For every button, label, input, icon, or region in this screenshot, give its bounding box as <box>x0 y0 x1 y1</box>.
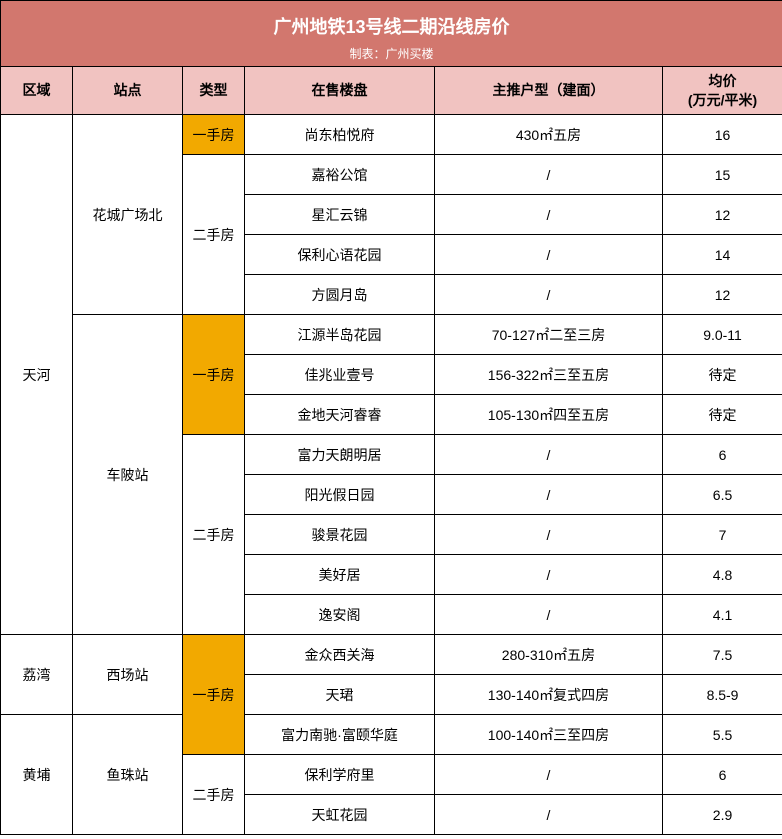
cell-unit: / <box>435 475 663 515</box>
table-body: 天河花城广场北一手房尚东柏悦府430㎡五房16二手房嘉裕公馆/15星汇云锦/12… <box>1 115 782 835</box>
cell-station: 花城广场北 <box>73 115 183 315</box>
col-area: 区域 <box>1 67 73 115</box>
table-subtitle: 制表：广州买楼 <box>1 45 782 67</box>
cell-station: 鱼珠站 <box>73 715 183 835</box>
cell-unit: / <box>435 755 663 795</box>
cell-price: 14 <box>663 235 782 275</box>
cell-unit: / <box>435 595 663 635</box>
col-station: 站点 <box>73 67 183 115</box>
cell-project: 尚东柏悦府 <box>245 115 435 155</box>
subtitle-row: 制表：广州买楼 <box>1 45 782 67</box>
cell-unit: / <box>435 515 663 555</box>
cell-project: 骏景花园 <box>245 515 435 555</box>
cell-price: 9.0-11 <box>663 315 782 355</box>
cell-station: 西场站 <box>73 635 183 715</box>
cell-project: 金地天河睿睿 <box>245 395 435 435</box>
cell-unit: / <box>435 235 663 275</box>
cell-project: 金众西关海 <box>245 635 435 675</box>
cell-price: 6.5 <box>663 475 782 515</box>
col-unit: 主推户型（建面） <box>435 67 663 115</box>
cell-project: 天珺 <box>245 675 435 715</box>
cell-project: 逸安阁 <box>245 595 435 635</box>
table-row: 天河花城广场北一手房尚东柏悦府430㎡五房16 <box>1 115 782 155</box>
header-row: 区域 站点 类型 在售楼盘 主推户型（建面） 均价(万元/平米) <box>1 67 782 115</box>
cell-unit: / <box>435 155 663 195</box>
cell-price: 6 <box>663 435 782 475</box>
cell-unit: 105-130㎡四至五房 <box>435 395 663 435</box>
cell-unit: 280-310㎡五房 <box>435 635 663 675</box>
cell-type: 二手房 <box>183 435 245 635</box>
cell-unit: / <box>435 435 663 475</box>
col-type: 类型 <box>183 67 245 115</box>
cell-price: 8.5-9 <box>663 675 782 715</box>
cell-unit: 130-140㎡复式四房 <box>435 675 663 715</box>
cell-station: 车陂站 <box>73 315 183 635</box>
cell-price: 4.8 <box>663 555 782 595</box>
table-row: 黄埔鱼珠站富力南驰·富颐华庭100-140㎡三至四房5.5 <box>1 715 782 755</box>
col-price: 均价(万元/平米) <box>663 67 782 115</box>
cell-unit: / <box>435 195 663 235</box>
cell-price: 12 <box>663 195 782 235</box>
cell-project: 天虹花园 <box>245 795 435 835</box>
cell-price: 16 <box>663 115 782 155</box>
cell-project: 美好居 <box>245 555 435 595</box>
cell-type: 一手房 <box>183 115 245 155</box>
cell-project: 富力南驰·富颐华庭 <box>245 715 435 755</box>
price-table: 广州地铁13号线二期沿线房价 制表：广州买楼 区域 站点 类型 在售楼盘 主推户… <box>0 0 782 835</box>
cell-area: 黄埔 <box>1 715 73 835</box>
title-row: 广州地铁13号线二期沿线房价 <box>1 1 782 45</box>
cell-price: 7.5 <box>663 635 782 675</box>
cell-unit: 156-322㎡三至五房 <box>435 355 663 395</box>
col-project: 在售楼盘 <box>245 67 435 115</box>
cell-type: 一手房 <box>183 315 245 435</box>
cell-unit: 100-140㎡三至四房 <box>435 715 663 755</box>
cell-unit: / <box>435 555 663 595</box>
cell-project: 富力天朗明居 <box>245 435 435 475</box>
cell-unit: 70-127㎡二至三房 <box>435 315 663 355</box>
cell-price: 7 <box>663 515 782 555</box>
cell-type: 二手房 <box>183 155 245 315</box>
cell-project: 保利学府里 <box>245 755 435 795</box>
cell-unit: 430㎡五房 <box>435 115 663 155</box>
cell-project: 江源半岛花园 <box>245 315 435 355</box>
table-row: 荔湾西场站一手房金众西关海280-310㎡五房7.5 <box>1 635 782 675</box>
cell-price: 2.9 <box>663 795 782 835</box>
cell-price: 待定 <box>663 395 782 435</box>
cell-project: 保利心语花园 <box>245 235 435 275</box>
table-row: 车陂站一手房江源半岛花园70-127㎡二至三房9.0-11 <box>1 315 782 355</box>
cell-price: 12 <box>663 275 782 315</box>
cell-area: 天河 <box>1 115 73 635</box>
cell-area: 荔湾 <box>1 635 73 715</box>
cell-project: 星汇云锦 <box>245 195 435 235</box>
cell-project: 嘉裕公馆 <box>245 155 435 195</box>
cell-project: 方圆月岛 <box>245 275 435 315</box>
cell-price: 5.5 <box>663 715 782 755</box>
cell-unit: / <box>435 795 663 835</box>
cell-price: 6 <box>663 755 782 795</box>
cell-unit: / <box>435 275 663 315</box>
cell-type: 一手房 <box>183 635 245 755</box>
cell-project: 佳兆业壹号 <box>245 355 435 395</box>
cell-type: 二手房 <box>183 755 245 835</box>
table-title: 广州地铁13号线二期沿线房价 <box>1 1 782 45</box>
cell-price: 4.1 <box>663 595 782 635</box>
cell-project: 阳光假日园 <box>245 475 435 515</box>
cell-price: 待定 <box>663 355 782 395</box>
cell-price: 15 <box>663 155 782 195</box>
